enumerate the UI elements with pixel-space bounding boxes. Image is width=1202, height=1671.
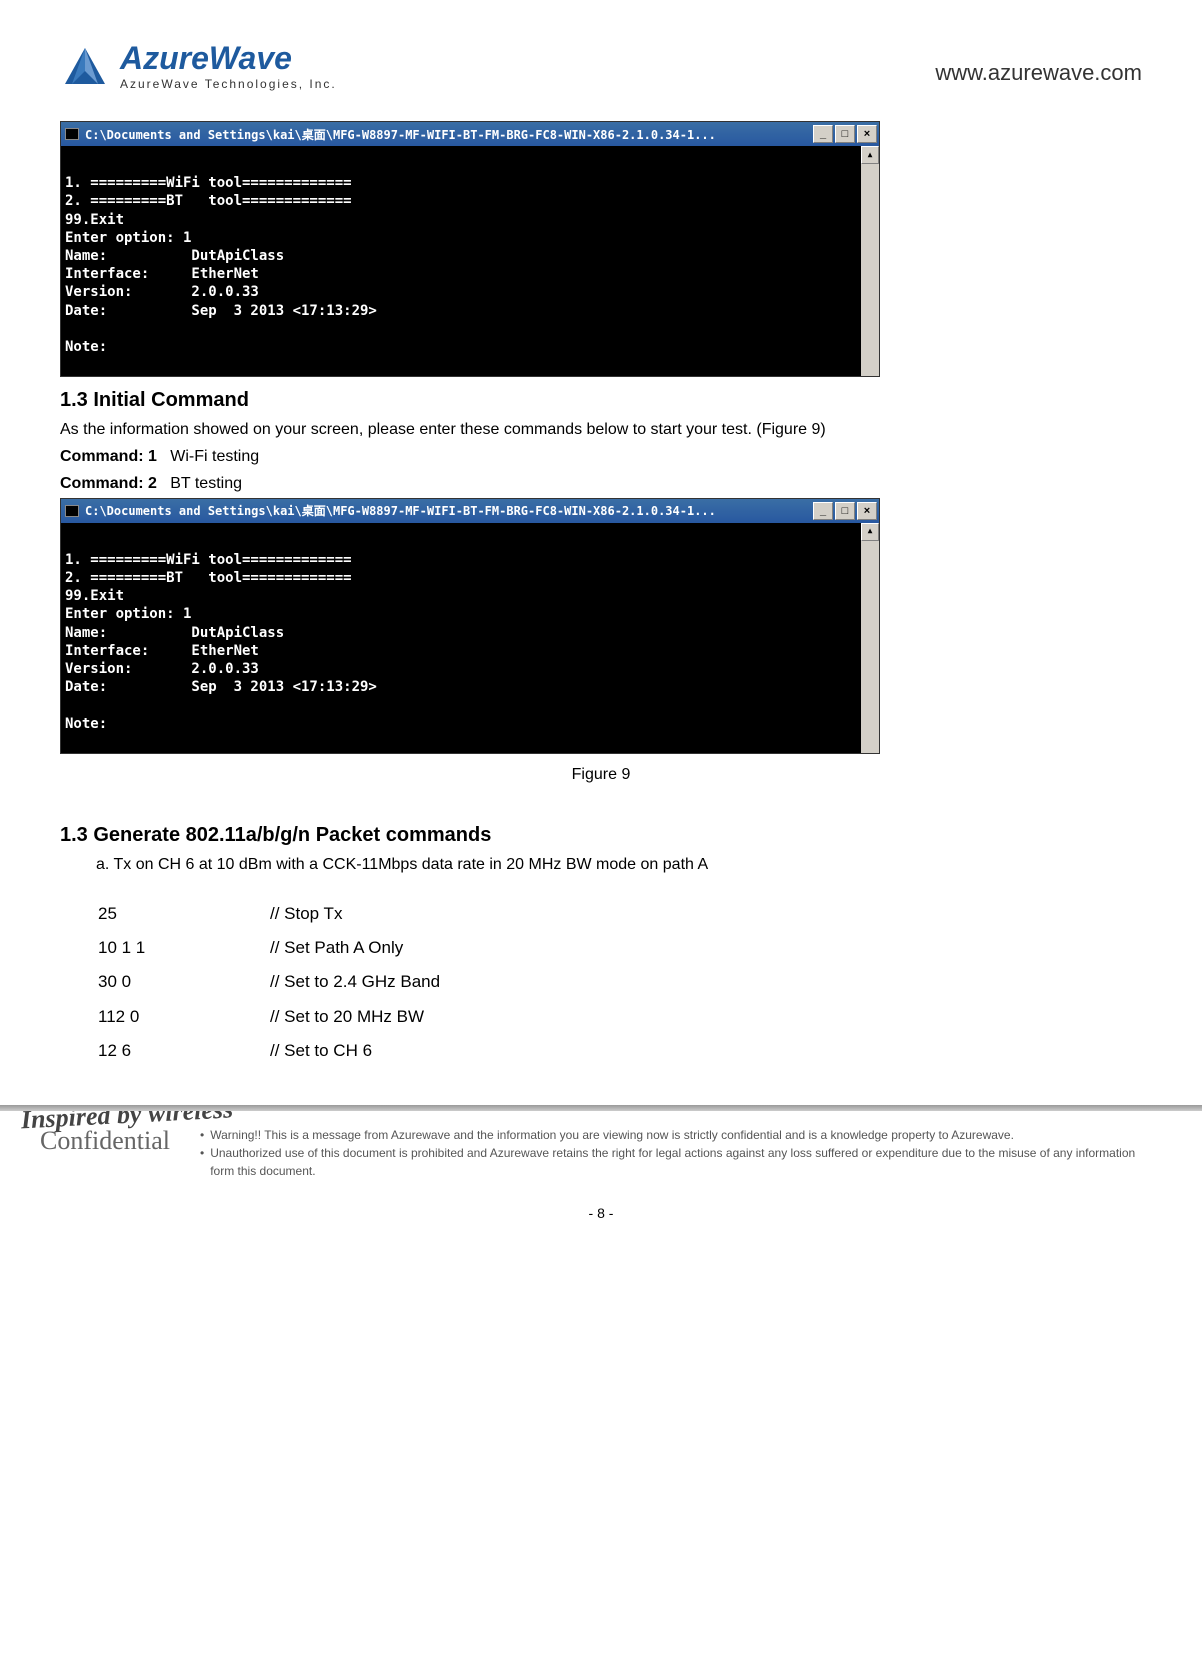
warning-2: Unauthorized use of this document is pro… <box>200 1144 1162 1180</box>
close-button[interactable]: × <box>857 502 877 520</box>
logo-name: AzureWave <box>120 40 337 77</box>
window-title: C:\Documents and Settings\kai\桌面\MFG-W88… <box>85 502 716 519</box>
logo: AzureWave AzureWave Technologies, Inc. <box>60 40 337 91</box>
azurewave-logo-icon <box>60 46 110 86</box>
scrollbar[interactable] <box>861 523 879 753</box>
scrollbar[interactable] <box>861 146 879 376</box>
cmd-icon <box>65 505 79 517</box>
figure-caption: Figure 9 <box>60 766 1142 784</box>
titlebar: C:\Documents and Settings\kai\桌面\MFG-W88… <box>61 122 879 146</box>
command-1: Command: 1 Wi-Fi testing <box>60 443 1142 470</box>
command-2: Command: 2 BT testing <box>60 470 1142 497</box>
section-title-generate: 1.3 Generate 802.11a/b/g/n Packet comman… <box>60 824 1142 847</box>
logo-subtitle: AzureWave Technologies, Inc. <box>120 77 337 91</box>
window-title: C:\Documents and Settings\kai\桌面\MFG-W88… <box>85 126 716 143</box>
table-row: 112 0// Set to 20 MHz BW <box>98 1001 440 1033</box>
minimize-button[interactable]: _ <box>813 125 833 143</box>
table-row: 12 6// Set to CH 6 <box>98 1035 440 1067</box>
warning-1: Warning!! This is a message from Azurewa… <box>200 1126 1162 1144</box>
console-window-bottom: C:\Documents and Settings\kai\桌面\MFG-W88… <box>60 498 880 754</box>
console-output: 1. =========WiFi tool============= 2. ==… <box>61 523 879 753</box>
close-button[interactable]: × <box>857 125 877 143</box>
page-number: - 8 - <box>0 1205 1202 1231</box>
table-row: 10 1 1// Set Path A Only <box>98 932 440 964</box>
command-table: 25// Stop Tx 10 1 1// Set Path A Only 30… <box>96 896 442 1069</box>
section-title-initial: 1.3 Initial Command <box>60 389 1142 412</box>
table-row: 25// Stop Tx <box>98 898 440 930</box>
titlebar: C:\Documents and Settings\kai\桌面\MFG-W88… <box>61 499 879 523</box>
table-row: 30 0// Set to 2.4 GHz Band <box>98 966 440 998</box>
cmd-icon <box>65 128 79 140</box>
maximize-button[interactable]: □ <box>835 502 855 520</box>
section2-subtitle: a. Tx on CH 6 at 10 dBm with a CCK-11Mbp… <box>96 851 1142 878</box>
website-url: www.azurewave.com <box>935 60 1142 86</box>
console-output: 1. =========WiFi tool============= 2. ==… <box>61 146 879 376</box>
section-intro: As the information showed on your screen… <box>60 416 1142 443</box>
page-header: AzureWave AzureWave Technologies, Inc. w… <box>60 40 1142 91</box>
footer-divider <box>0 1105 1202 1111</box>
console-window-top: C:\Documents and Settings\kai\桌面\MFG-W88… <box>60 121 880 377</box>
minimize-button[interactable]: _ <box>813 502 833 520</box>
maximize-button[interactable]: □ <box>835 125 855 143</box>
